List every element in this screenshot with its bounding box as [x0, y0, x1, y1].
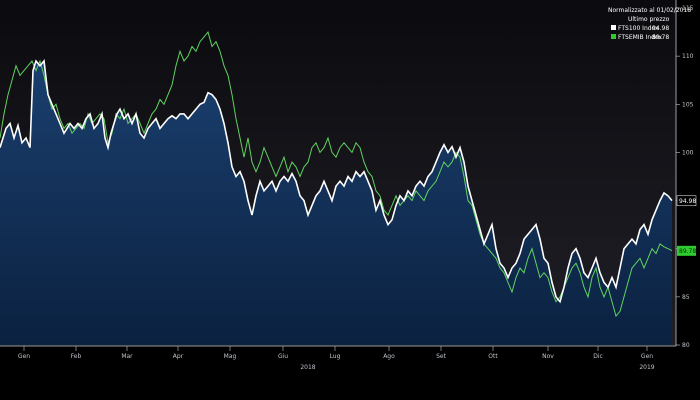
last-value-tags: 94.98 89.78	[676, 195, 697, 256]
ftsemib-line	[0, 31, 673, 318]
x-tick-label: Giu	[278, 353, 288, 360]
y-tick-label: 110	[682, 53, 694, 60]
x-tick-label: Dic	[593, 353, 603, 360]
x-tick-label: Lug	[330, 353, 341, 360]
fts100-legend-value: 94.98	[652, 25, 669, 32]
fts100-value-tag-bg	[676, 195, 697, 207]
x-tick-label: Apr	[173, 353, 184, 360]
x-tick-label: Gen	[641, 353, 653, 360]
fts100-line	[0, 59, 673, 304]
x-tick-label: Nov	[542, 353, 554, 360]
y-tick-label: 105	[682, 101, 694, 108]
ftsemib-legend-swatch	[611, 34, 616, 39]
ftsemib-legend-label: FTSEMIB Index	[618, 34, 663, 41]
y-tick-label: 85	[682, 294, 690, 301]
y-tick-label: 115	[682, 5, 694, 12]
x-axis-ticks: Gen Feb Mar Apr Mag Giu Lug Ago Set Ott Nov Dic Gen 2…	[18, 346, 655, 371]
x-tick-label: Mar	[121, 353, 133, 360]
x-tick-label: Set	[436, 353, 447, 360]
ftsemib-legend-value: 89.78	[652, 34, 669, 41]
x-tick-label: Gen	[18, 353, 30, 360]
x-tick-label: Ott	[488, 353, 498, 360]
ftsemib-value-tag-bg	[677, 245, 696, 256]
x-year-label: 2019	[639, 364, 654, 371]
y-tick-label: 80	[682, 342, 690, 349]
legend: Normalizzato al 01/02/2018 Ultimo prezzo…	[608, 7, 691, 41]
ftsemib-value-tag: 89.78	[679, 248, 696, 255]
legend-title: Normalizzato al 01/02/2018	[608, 7, 691, 14]
x-tick-label: Feb	[71, 353, 82, 360]
legend-header: Ultimo prezzo	[628, 16, 670, 23]
x-tick-label: Ago	[383, 353, 395, 360]
y-tick-label: 100	[682, 149, 694, 156]
fts100-legend-label: FTS100 Index	[618, 25, 659, 32]
x-year-label: 2018	[300, 364, 315, 371]
fts100-value-tag: 94.98	[679, 198, 696, 205]
y-axis-ticks: 80859095100105110115	[676, 5, 694, 349]
fts100-legend-swatch	[611, 25, 616, 30]
x-tick-label: Mag	[224, 353, 237, 360]
